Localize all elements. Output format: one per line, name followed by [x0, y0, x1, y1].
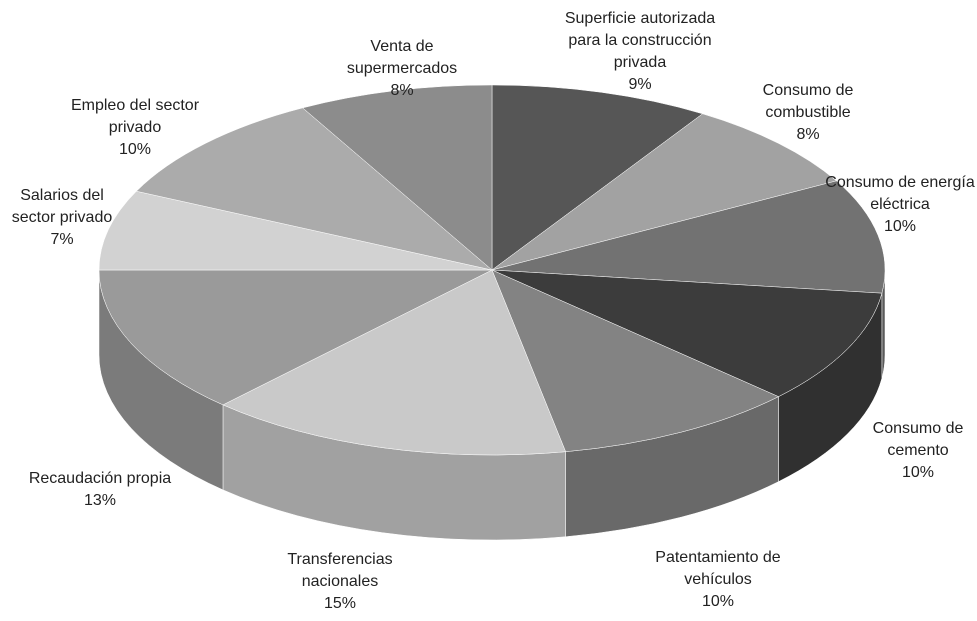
- category-name: Superficie autorizada para la construcci…: [564, 10, 716, 71]
- value-label: 9%: [628, 76, 652, 93]
- category-name: Empleo del sector privado: [70, 97, 200, 136]
- slice: [491, 269, 883, 397]
- value-label: 10%: [701, 593, 735, 610]
- value-label: 10%: [883, 218, 917, 235]
- slice: [135, 107, 493, 271]
- slice: [491, 84, 704, 271]
- slice-label: Patentamiento de vehículos 10%: [623, 547, 813, 613]
- value-label: 15%: [323, 595, 357, 612]
- value-label: 13%: [83, 492, 117, 509]
- category-name: Patentamiento de vehículos: [655, 549, 781, 588]
- value-label: 7%: [50, 231, 74, 248]
- slice-label: Transferencias nacionales 15%: [265, 549, 415, 615]
- slice-label: Superficie autorizada para la construcci…: [555, 8, 725, 96]
- slice-label: Recaudación propia 13%: [0, 468, 200, 512]
- slice-label: Consumo de combustible 8%: [733, 80, 883, 146]
- slice-label: Empleo del sector privado 10%: [50, 95, 220, 161]
- slice: [98, 190, 493, 271]
- slice-label: Venta de supermercados 8%: [332, 36, 472, 102]
- slice: [302, 84, 493, 271]
- category-name: Recaudación propia: [28, 470, 172, 487]
- category-name: Transferencias nacionales: [287, 551, 393, 590]
- category-name: Salarios del sector privado: [11, 187, 113, 226]
- slice: [98, 269, 493, 406]
- category-name: Venta de supermercados: [346, 38, 458, 77]
- slice-label: Consumo de cemento 10%: [853, 418, 977, 484]
- category-name: Consumo de combustible: [762, 82, 854, 121]
- category-name: Consumo de cemento: [872, 420, 964, 459]
- category-name: Consumo de energía eléctrica: [825, 174, 975, 213]
- slice-label: Consumo de energía eléctrica 10%: [825, 172, 975, 238]
- slice: [491, 180, 886, 294]
- value-label: 8%: [796, 126, 820, 143]
- slice: [491, 269, 780, 452]
- slice: [222, 269, 566, 456]
- value-label: 8%: [390, 82, 414, 99]
- value-label: 10%: [901, 464, 935, 481]
- value-label: 10%: [118, 141, 152, 158]
- slice: [491, 113, 837, 271]
- slice-label: Salarios del sector privado 7%: [0, 185, 127, 251]
